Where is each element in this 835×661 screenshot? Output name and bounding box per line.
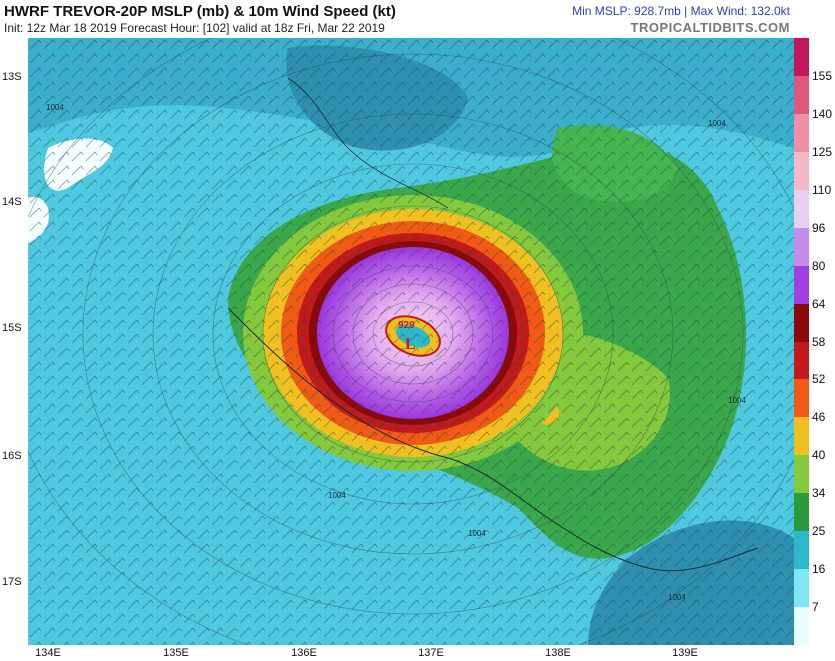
colorbar-segment (794, 493, 809, 532)
colorbar-label: 25 (812, 524, 826, 539)
init-line: Init: 12z Mar 18 2019 Forecast Hour: [10… (4, 21, 385, 35)
coastline (287, 77, 449, 209)
colorbar-label: 7 (812, 600, 819, 615)
colorbar-label: 40 (812, 448, 826, 463)
longitude-axis: 134E 135E 136E 137E 138E 139E (28, 645, 794, 661)
colorbar-segment (794, 455, 809, 494)
colorbar-label: 140 (812, 106, 833, 121)
wind-barbs (28, 38, 794, 645)
lon-label: 136E (291, 647, 317, 659)
coastline (227, 307, 759, 572)
lon-label: 138E (545, 647, 571, 659)
contour-label: 1004 (668, 593, 686, 602)
colorbar-label: 155 (812, 68, 833, 83)
latitude-axis: 13S 14S 15S 16S 17S (0, 38, 28, 645)
contour-label: 1004 (708, 119, 726, 128)
colorbar-segment (794, 379, 809, 418)
colorbar-segment (794, 303, 809, 342)
colorbar-segment (794, 265, 809, 305)
colorbar-segment (794, 113, 809, 153)
colorbar-label: 125 (812, 144, 833, 159)
colorbar-label: 46 (812, 410, 826, 425)
lon-label: 137E (418, 647, 444, 659)
map-canvas: 1004 1004 1004 1004 1004 1004 929 L (28, 38, 794, 645)
colorbar-segment (794, 607, 809, 646)
colorbar-label: 58 (812, 334, 826, 349)
lat-label: 13S (2, 71, 22, 83)
contour-label: 1004 (728, 396, 746, 405)
contour-label: 1004 (468, 529, 486, 538)
lat-label: 16S (2, 450, 22, 462)
chart-title: HWRF TREVOR-20P MSLP (mb) & 10m Wind Spe… (4, 3, 396, 20)
contour-label: 1004 (328, 491, 346, 500)
colorbar-segment (794, 531, 809, 570)
colorbar-label: 64 (812, 296, 826, 311)
header: HWRF TREVOR-20P MSLP (mb) & 10m Wind Spe… (0, 0, 835, 38)
colorbar-label: 80 (812, 258, 826, 273)
wind-speed-colorbar: 155 140 125 110 96 80 64 58 52 46 40 34 25 16 7 (794, 38, 835, 646)
weather-map: 1004 1004 1004 1004 1004 1004 929 L (28, 38, 794, 645)
lon-label: 134E (35, 647, 61, 659)
low-pressure-marker: L (405, 336, 416, 353)
colorbar-label: 52 (812, 372, 826, 387)
colorbar-segment (794, 417, 809, 456)
colorbar-segment (794, 569, 809, 608)
colorbar-segment (794, 38, 809, 77)
colorbar-segment (794, 151, 809, 191)
lat-label: 15S (2, 322, 22, 334)
lon-label: 135E (163, 647, 189, 659)
lat-label: 14S (2, 196, 22, 208)
colorbar-segment (794, 341, 809, 380)
colorbar-label: 34 (812, 486, 826, 501)
contour-label: 1004 (46, 103, 64, 112)
isobars (28, 38, 794, 645)
lat-label: 17S (2, 576, 22, 588)
colorbar-label: 96 (812, 220, 826, 235)
brand-logo: TROPICALTIDBITS.COM (630, 20, 790, 35)
min-max-readout: Min MSLP: 928.7mb | Max Wind: 132.0kt (572, 4, 790, 18)
lon-label: 139E (672, 647, 698, 659)
colorbar-segment (794, 75, 809, 115)
colorbar-label: 110 (812, 182, 832, 197)
colorbar-label: 16 (812, 562, 826, 577)
center-pressure-label: 929 (398, 320, 415, 331)
colorbar-segment (794, 189, 809, 229)
colorbar-segment (794, 227, 809, 267)
